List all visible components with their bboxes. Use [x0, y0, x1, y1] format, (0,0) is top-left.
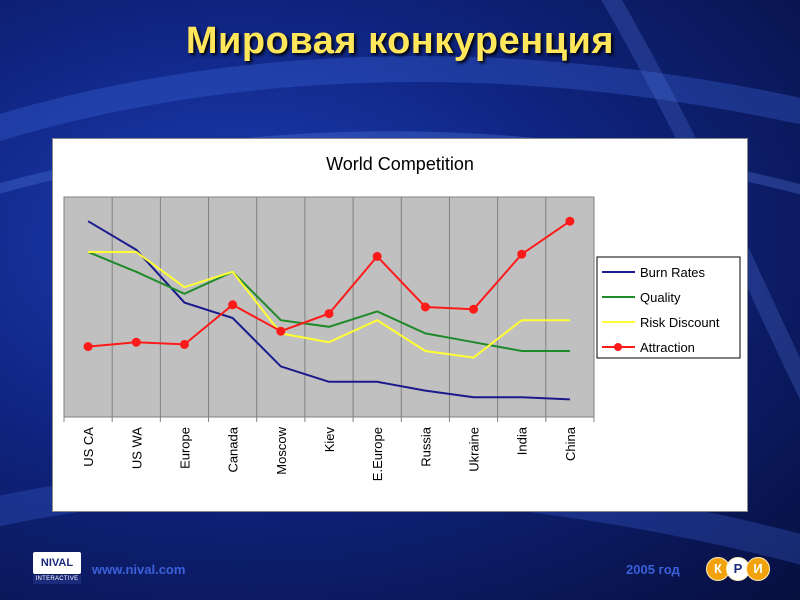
footer-year: 2005 год	[626, 562, 680, 577]
x-tick-label: US CA	[81, 427, 96, 467]
legend-label: Attraction	[640, 340, 695, 355]
slide-title: Мировая конкуренция	[185, 20, 615, 62]
data-point	[83, 342, 93, 352]
legend-box	[596, 256, 741, 359]
data-point	[131, 337, 141, 347]
x-tick-label: Europe	[177, 427, 192, 469]
kri-letter-i: И	[746, 557, 770, 581]
data-point	[276, 326, 286, 336]
legend-label: Risk Discount	[640, 315, 720, 330]
x-tick-label: E.Europe	[370, 427, 385, 481]
plot-area	[63, 196, 595, 418]
data-point	[517, 249, 527, 259]
series-line-2	[88, 251, 570, 359]
data-point	[372, 251, 382, 261]
legend-label: Burn Rates	[640, 265, 706, 280]
x-tick-label: Ukraine	[467, 427, 482, 472]
data-point	[420, 302, 430, 312]
kri-logo: К Р И	[706, 557, 770, 583]
logo-text: NIVAL	[33, 552, 81, 574]
x-tick-label: India	[515, 426, 530, 455]
x-tick-label: Russia	[418, 426, 433, 467]
x-tick-label: China	[563, 426, 578, 461]
x-tick-label: Canada	[226, 426, 241, 472]
data-point	[469, 304, 479, 314]
chart-title: World Competition	[326, 154, 474, 174]
logo-subtext: INTERACTIVE	[33, 575, 81, 584]
data-point	[565, 216, 575, 226]
x-tick-label: US WA	[129, 427, 144, 469]
nival-logo: NIVAL INTERACTIVE	[33, 552, 81, 590]
legend-label: Quality	[640, 290, 681, 305]
legend-marker	[614, 343, 622, 351]
x-tick-label: Moscow	[274, 426, 289, 474]
x-tick-label: Kiev	[322, 427, 337, 453]
data-point	[324, 309, 334, 319]
data-point	[179, 339, 189, 349]
series-line-0	[87, 220, 570, 401]
chart-panel: World Competition US CA US WA Europe Canada M…	[52, 138, 748, 512]
footer-url[interactable]: www.nival.com	[92, 562, 186, 577]
data-point	[228, 300, 238, 310]
line-chart: World Competition US CA US WA Europe Canada M…	[63, 154, 741, 481]
